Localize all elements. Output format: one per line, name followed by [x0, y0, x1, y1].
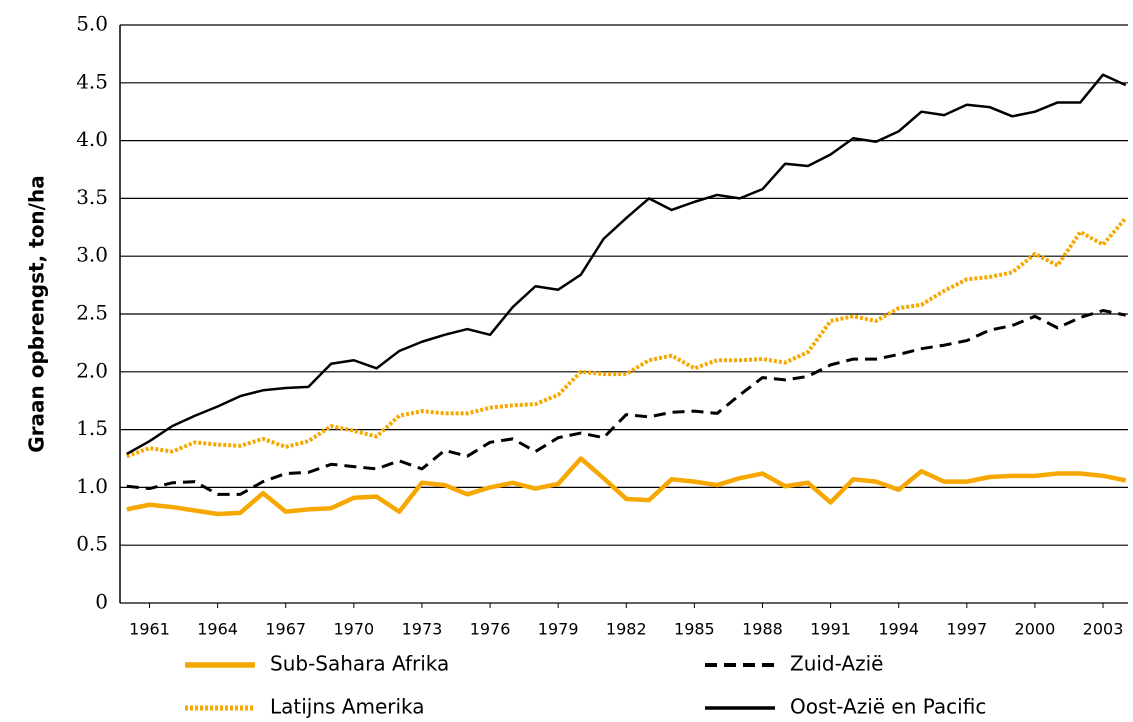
x-tick-label: 1976: [470, 620, 511, 639]
series-line: [126, 73, 1127, 455]
x-tick-label: 2003: [1083, 620, 1124, 639]
legend-label: Latijns Amerika: [270, 695, 425, 719]
legend-label: Sub-Sahara Afrika: [270, 652, 449, 676]
x-tick-label: 1979: [538, 620, 579, 639]
x-tick-label: 1970: [333, 620, 374, 639]
x-tick-label: 1964: [197, 620, 238, 639]
x-tick-label: 1988: [742, 620, 783, 639]
y-tick-label: 5.0: [76, 12, 108, 36]
legend-label: Zuid-Azië: [790, 652, 883, 676]
y-tick-label: 2.5: [76, 301, 108, 325]
y-tick-label: 0: [95, 590, 108, 614]
x-tick-label: 1982: [606, 620, 647, 639]
series-line: [126, 216, 1128, 459]
y-tick-label: 1.0: [76, 474, 108, 498]
y-tick-label: 3.0: [76, 243, 108, 267]
y-tick-label: 4.0: [76, 127, 108, 151]
x-tick-label: 1961: [129, 620, 170, 639]
x-tick-label: 1997: [946, 620, 987, 639]
y-tick-label: 2.0: [76, 358, 108, 382]
x-tick-label: 1973: [402, 620, 443, 639]
y-tick-label: 0.5: [76, 532, 108, 556]
legend-label: Oost-Azië en Pacific: [790, 695, 986, 719]
x-tick-label: 1985: [674, 620, 715, 639]
y-tick-label: 4.5: [76, 69, 108, 93]
series-line: [126, 456, 1127, 517]
y-axis-label: Graan opbrengst, ton/ha: [25, 175, 49, 452]
y-tick-label: 3.5: [76, 185, 108, 209]
x-tick-label: 2000: [1015, 620, 1056, 639]
series-line: [126, 309, 1127, 496]
x-tick-label: 1994: [878, 620, 919, 639]
x-tick-label: 1991: [810, 620, 851, 639]
x-tick-label: 1967: [265, 620, 306, 639]
y-tick-label: 1.5: [76, 416, 108, 440]
